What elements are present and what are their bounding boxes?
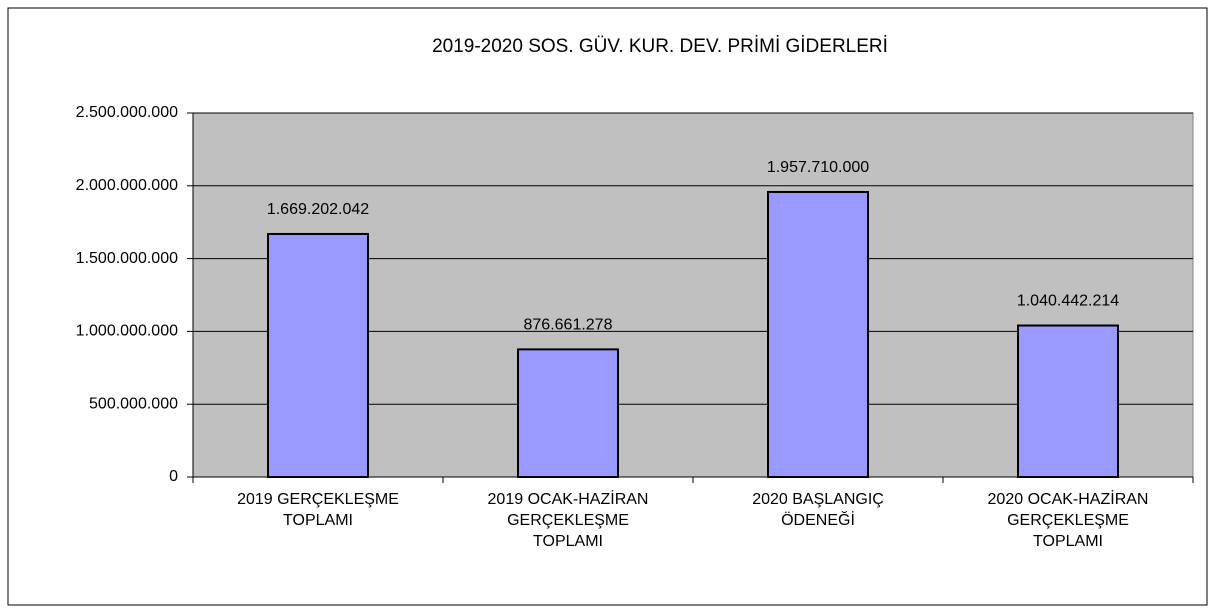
value-label: 876.661.278 xyxy=(524,317,613,334)
x-tick-label: 2019 GERÇEKLEŞME xyxy=(237,491,399,508)
chart-title: 2019-2020 SOS. GÜV. KUR. DEV. PRİMİ GİDE… xyxy=(432,36,888,57)
bar xyxy=(267,232,369,478)
value-label: 1.669.202.042 xyxy=(267,201,369,218)
x-tick-label: TOPLAMI xyxy=(1033,533,1103,550)
value-label: 1.040.442.214 xyxy=(1017,293,1119,310)
x-tick-label: TOPLAMI xyxy=(533,533,603,550)
bar xyxy=(517,348,619,479)
y-tick-label: 2.000.000.000 xyxy=(76,177,178,194)
x-tick-label: ÖDENEĞİ xyxy=(781,510,855,529)
x-tick-label: GERÇEKLEŞME xyxy=(1007,512,1129,529)
x-tick-label: GERÇEKLEŞME xyxy=(507,512,629,529)
y-tick-label: 500.000.000 xyxy=(89,395,178,412)
x-tick-label: 2020 BAŞLANGIÇ xyxy=(752,491,884,508)
bar xyxy=(767,190,869,478)
y-tick-label: 1.000.000.000 xyxy=(76,323,178,340)
x-tick-label: 2019 OCAK-HAZİRAN xyxy=(488,489,649,508)
y-tick-label: 1.500.000.000 xyxy=(76,250,178,267)
x-tick-label: 2020 OCAK-HAZİRAN xyxy=(988,489,1149,508)
value-label: 1.957.710.000 xyxy=(767,159,869,176)
x-tick-label: TOPLAMI xyxy=(283,512,353,529)
y-tick-label: 2.500.000.000 xyxy=(76,104,178,121)
y-tick-label: 0 xyxy=(169,468,178,485)
bar xyxy=(1017,324,1119,479)
